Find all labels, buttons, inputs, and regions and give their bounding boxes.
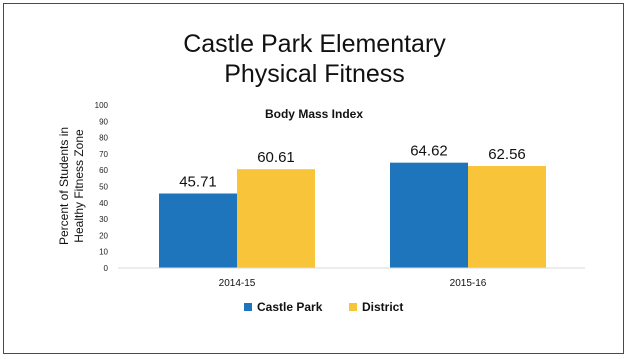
y-tick-label: 30 [99,215,108,224]
y-tick-label: 20 [99,231,108,240]
y-tick-label: 100 [95,101,109,110]
x-tick-label: 2014-15 [219,278,256,289]
y-tick-label: 50 [99,183,108,192]
y-tick-label: 70 [99,150,108,159]
legend-swatch [349,303,357,311]
y-tick-label: 80 [99,134,108,143]
y-tick-label: 40 [99,199,108,208]
data-label: 62.56 [488,146,526,163]
y-axis-title-line-2: Healthy Fitness Zone [72,129,86,243]
chart-title-line-2: Physical Fitness [224,60,405,88]
y-tick-label: 60 [99,166,108,175]
chart-title-line-1: Castle Park Elementary [183,30,446,58]
legend-label: District [362,300,403,314]
bar [468,166,546,268]
y-tick-label: 0 [104,264,109,273]
data-label: 60.61 [257,149,295,166]
chart-frame [3,3,624,354]
y-axis-title-line-1: Percent of Students in [57,127,71,245]
bar [237,169,315,268]
y-tick-label: 90 [99,117,108,126]
data-label: 64.62 [410,143,448,160]
bar [159,193,237,268]
legend-label: Castle Park [257,300,323,314]
data-label: 45.71 [179,173,217,190]
y-tick-label: 10 [99,248,108,257]
bar [390,162,468,268]
chart-subtitle: Body Mass Index [265,107,363,121]
x-tick-label: 2015-16 [450,278,487,289]
legend-swatch [244,303,252,311]
